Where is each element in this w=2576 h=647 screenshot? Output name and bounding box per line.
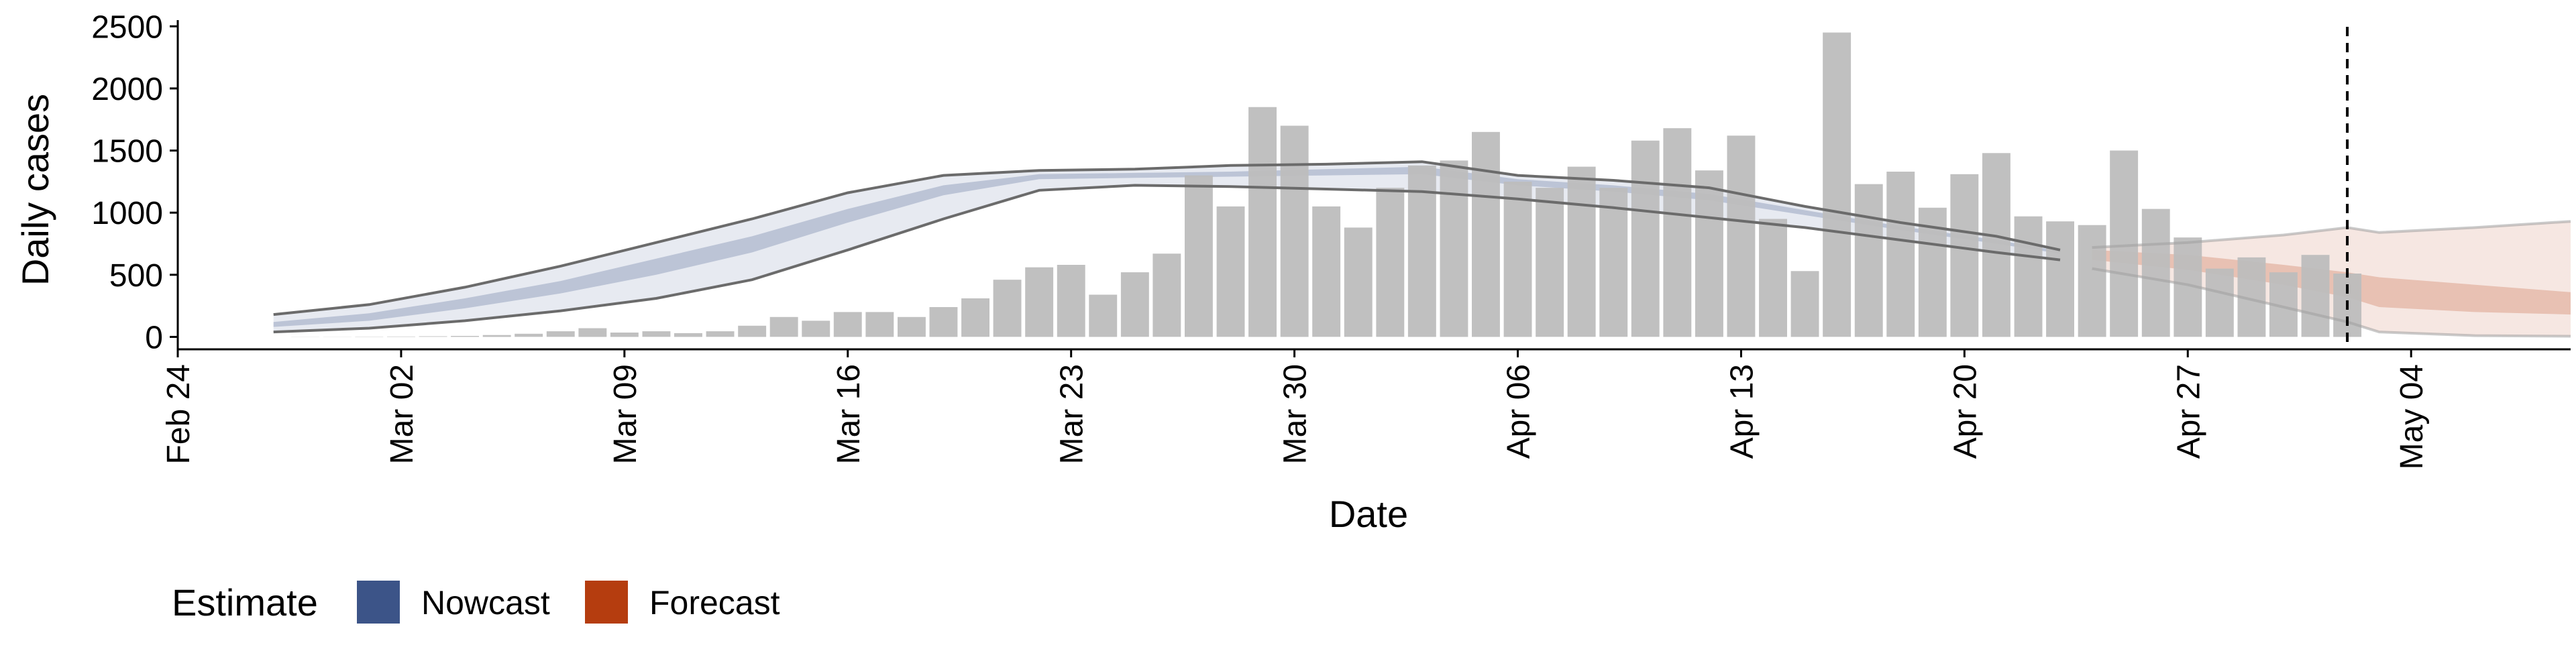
bar-2020-03-15 xyxy=(802,320,830,337)
bar-2020-04-17 xyxy=(1855,184,1883,337)
bar-2020-03-26 xyxy=(1152,253,1181,337)
bar-2020-04-24 xyxy=(2078,225,2106,337)
y-tick-label-2000: 2000 xyxy=(91,72,163,107)
x-tick-label-2020-03-02: Mar 02 xyxy=(384,364,420,464)
bar-2020-03-22 xyxy=(1025,268,1053,337)
legend: Estimate Nowcast Forecast xyxy=(172,581,780,624)
x-axis-ticks: Feb 24 Mar 02 Mar 09 Mar 16 Mar 23 Mar 30 Apr … xyxy=(161,349,2430,469)
bar-2020-04-08 xyxy=(1568,167,1596,337)
bar-2020-03-31 xyxy=(1312,207,1340,337)
bar-2020-03-06 xyxy=(515,334,543,337)
y-tick-label-0: 0 xyxy=(145,320,163,355)
bar-2020-03-16 xyxy=(834,312,862,337)
bar-2020-03-23 xyxy=(1057,265,1085,337)
bar-2020-04-18 xyxy=(1886,172,1915,337)
bar-2020-04-21 xyxy=(1982,153,2010,337)
bar-2020-04-23 xyxy=(2046,221,2074,337)
x-tick-label-2020-03-23: Mar 23 xyxy=(1055,364,1090,464)
y-tick-label-2500: 2500 xyxy=(91,9,163,45)
bar-2020-03-29 xyxy=(1248,107,1277,337)
bar-2020-04-06 xyxy=(1504,182,1532,337)
bar-2020-03-17 xyxy=(865,312,894,337)
bar-2020-04-05 xyxy=(1472,132,1500,337)
bar-2020-03-12 xyxy=(706,331,735,337)
bar-2020-03-18 xyxy=(898,317,926,337)
y-tick-label-1000: 1000 xyxy=(91,196,163,231)
bar-2020-04-25 xyxy=(2110,151,2138,337)
bar-2020-03-14 xyxy=(770,317,798,337)
bar-2020-03-25 xyxy=(1121,272,1149,337)
bar-2020-03-24 xyxy=(1089,295,1117,337)
y-axis-title: Daily cases xyxy=(14,94,56,286)
x-tick-label-2020-03-30: Mar 30 xyxy=(1278,364,1313,464)
x-tick-label-2020-03-16: Mar 16 xyxy=(831,364,867,464)
bar-2020-04-04 xyxy=(1440,160,1468,337)
legend-label-forecast: Forecast xyxy=(649,584,780,622)
bar-2020-03-11 xyxy=(674,333,702,337)
bar-2020-04-15 xyxy=(1791,271,1819,337)
bar-2020-05-01 xyxy=(2302,255,2330,337)
bar-2020-03-30 xyxy=(1281,126,1309,337)
bar-2020-03-08 xyxy=(578,329,606,337)
bar-2020-04-12 xyxy=(1695,170,1723,337)
bar-2020-03-20 xyxy=(961,298,989,337)
y-tick-label-1500: 1500 xyxy=(91,134,163,170)
bar-2020-04-20 xyxy=(1950,174,1978,337)
legend-label-nowcast: Nowcast xyxy=(421,584,550,622)
bar-2020-04-22 xyxy=(2015,217,2043,337)
bar-2020-03-05 xyxy=(483,335,511,337)
x-tick-label-2020-02-24: Feb 24 xyxy=(161,364,197,464)
bar-2020-03-28 xyxy=(1217,207,1245,337)
y-axis-ticks: 0 500 1000 1500 2000 2500 xyxy=(91,9,178,355)
legend-title: Estimate xyxy=(172,581,318,624)
bar-2020-04-09 xyxy=(1599,188,1627,337)
bar-2020-03-09 xyxy=(610,333,639,337)
bar-2020-04-16 xyxy=(1823,33,1851,337)
x-tick-label-2020-03-09: Mar 09 xyxy=(608,364,643,464)
bar-2020-03-21 xyxy=(994,280,1022,337)
x-tick-label-2020-04-27: Apr 27 xyxy=(2171,364,2206,459)
bar-2020-03-13 xyxy=(738,326,766,337)
bar-2020-03-19 xyxy=(930,307,958,337)
bar-2020-04-07 xyxy=(1536,188,1564,337)
bar-2020-04-02 xyxy=(1376,188,1404,337)
bar-2020-04-14 xyxy=(1759,219,1787,337)
x-axis-title: Date xyxy=(1329,493,1408,535)
legend-swatch-forecast xyxy=(585,581,628,624)
x-tick-label-2020-04-06: Apr 06 xyxy=(1501,364,1537,459)
bar-2020-04-13 xyxy=(1727,135,1756,337)
y-tick-label-500: 500 xyxy=(109,258,163,294)
bar-2020-03-27 xyxy=(1185,176,1213,337)
x-tick-label-2020-05-04: May 04 xyxy=(2394,364,2430,469)
x-tick-label-2020-04-13: Apr 13 xyxy=(1724,364,1760,459)
bar-2020-03-10 xyxy=(643,331,671,337)
bar-2020-03-04 xyxy=(451,336,479,337)
bar-2020-03-07 xyxy=(547,331,575,337)
x-tick-label-2020-04-20: Apr 20 xyxy=(1947,364,1983,459)
bar-2020-04-10 xyxy=(1631,141,1660,337)
bar-2020-04-11 xyxy=(1663,128,1691,337)
bar-2020-04-28 xyxy=(2206,269,2234,337)
legend-swatch-nowcast xyxy=(357,581,400,624)
bar-2020-04-01 xyxy=(1344,227,1373,337)
bar-2020-04-26 xyxy=(2142,209,2170,337)
